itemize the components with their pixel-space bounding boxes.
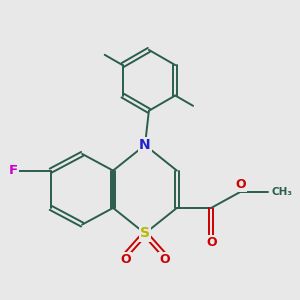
Text: F: F <box>8 164 17 177</box>
Text: O: O <box>236 178 246 191</box>
Text: S: S <box>140 226 150 240</box>
Text: O: O <box>206 236 217 249</box>
Text: O: O <box>159 253 170 266</box>
Text: N: N <box>139 138 151 152</box>
Text: CH₃: CH₃ <box>272 187 292 197</box>
Text: O: O <box>120 253 131 266</box>
